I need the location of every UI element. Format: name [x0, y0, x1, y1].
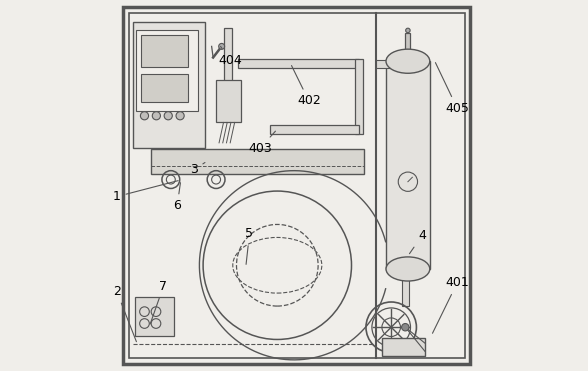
Bar — [141, 35, 188, 67]
Bar — [355, 59, 363, 134]
Circle shape — [152, 112, 161, 120]
Text: 405: 405 — [436, 63, 469, 115]
Bar — [405, 33, 410, 54]
Text: 402: 402 — [292, 66, 320, 108]
Bar — [270, 125, 359, 134]
Text: 2: 2 — [113, 285, 136, 342]
Ellipse shape — [386, 49, 430, 73]
Text: 403: 403 — [248, 131, 275, 155]
Bar — [141, 74, 188, 102]
Text: 3: 3 — [190, 162, 205, 177]
Text: 404: 404 — [218, 46, 242, 67]
Bar — [151, 149, 365, 174]
Bar — [133, 22, 205, 148]
Ellipse shape — [386, 257, 430, 281]
Circle shape — [176, 112, 184, 120]
Text: 7: 7 — [150, 280, 168, 324]
Text: 4: 4 — [409, 229, 426, 254]
Bar — [224, 28, 232, 83]
Text: 1: 1 — [113, 181, 178, 203]
Circle shape — [164, 112, 172, 120]
Text: 6: 6 — [173, 183, 181, 213]
Circle shape — [219, 43, 225, 49]
Bar — [386, 61, 430, 269]
Bar — [136, 30, 198, 111]
Bar — [216, 80, 241, 122]
Bar — [402, 265, 409, 306]
Circle shape — [141, 112, 149, 120]
Bar — [135, 297, 174, 336]
Text: 5: 5 — [245, 227, 253, 265]
Circle shape — [402, 324, 409, 331]
Bar — [238, 59, 359, 68]
Bar — [376, 60, 399, 68]
Text: 401: 401 — [433, 276, 469, 333]
Bar — [382, 338, 425, 356]
Circle shape — [406, 28, 410, 33]
